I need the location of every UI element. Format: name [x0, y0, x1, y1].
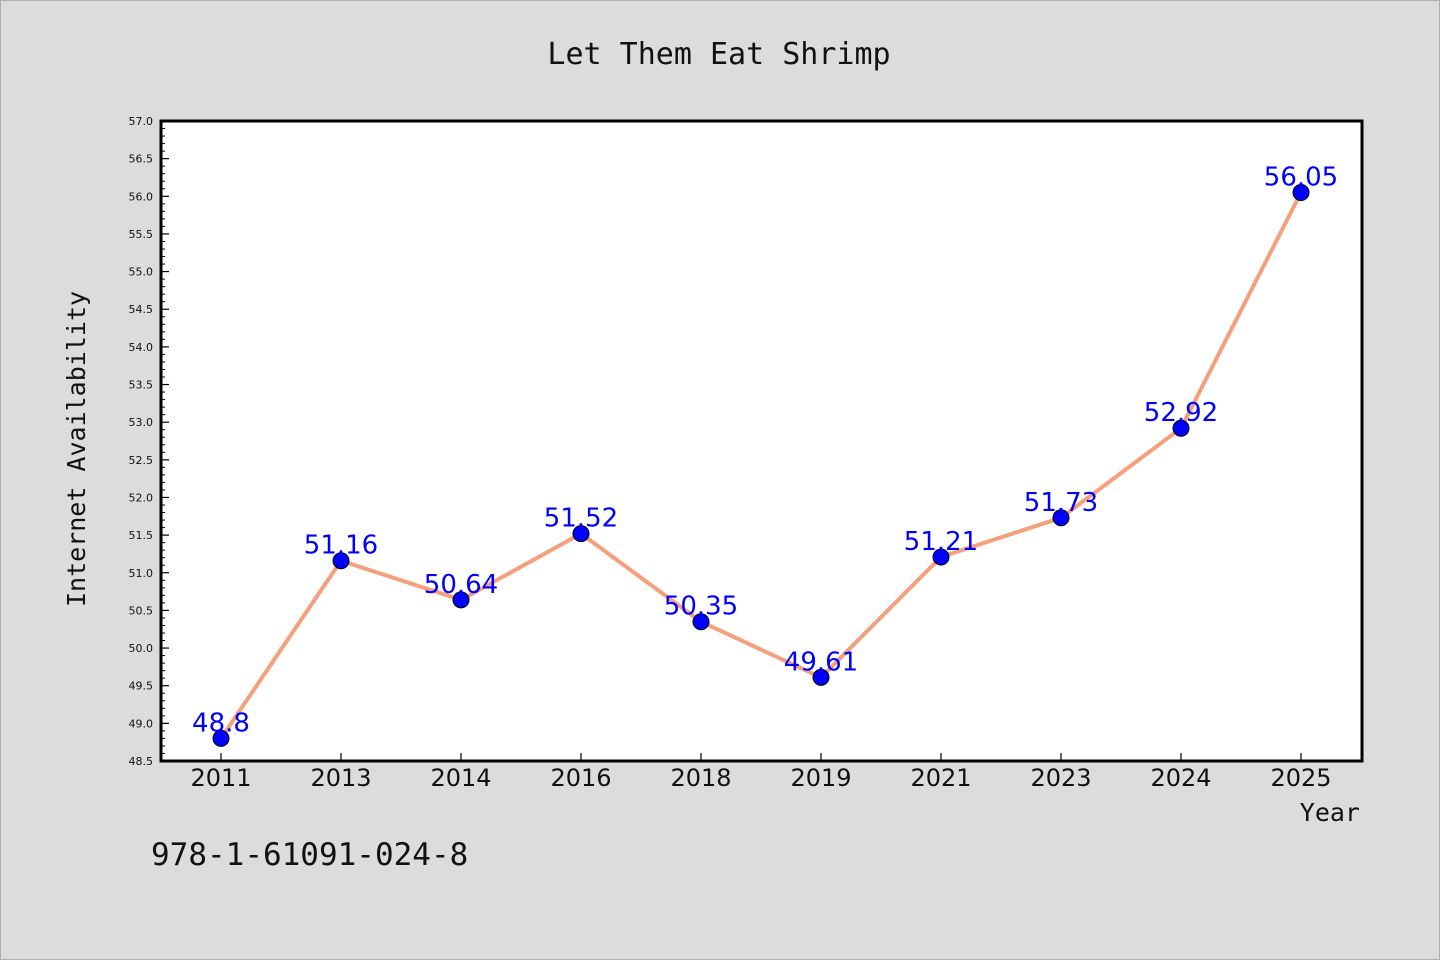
y-tick-label: 54.0: [129, 341, 154, 354]
data-point: [692, 613, 710, 631]
y-tick-label: 57.0: [129, 115, 154, 128]
data-point: [812, 668, 830, 686]
data-point: [1172, 419, 1190, 437]
data-label: 48.8: [192, 708, 250, 738]
y-axis-ticks: 48.5 49.0 49.5 50.0 50.5 51.0 51.5 52.0 52.5 53.0…: [129, 115, 169, 768]
data-point: [452, 591, 470, 609]
series-line: [219, 191, 1303, 740]
x-tick-label: 2014: [430, 764, 491, 792]
y-tick-label: 48.5: [129, 755, 154, 768]
data-label: 51.16: [304, 531, 378, 561]
data-point: [932, 548, 950, 566]
data-point: [212, 729, 230, 747]
plot-frame: [159, 119, 1364, 763]
x-tick-label: 2021: [910, 764, 971, 792]
y-tick-label: 54.5: [129, 303, 154, 316]
y-tick-label: 56.0: [129, 190, 154, 203]
x-tick-label: 2019: [790, 764, 851, 792]
data-label: 49.61: [784, 647, 858, 677]
data-point: [572, 525, 590, 543]
x-tick-label: 2025: [1270, 764, 1331, 792]
data-label: 56.05: [1264, 163, 1338, 193]
data-point: [332, 552, 350, 570]
y-tick-label: 51.5: [129, 529, 154, 542]
x-tick-label: 2018: [670, 764, 731, 792]
y-tick-label: 49.0: [129, 717, 154, 730]
y-tick-label: 53.5: [129, 379, 154, 392]
y-tick-label: 52.5: [129, 454, 154, 467]
x-tick-label: 2023: [1030, 764, 1091, 792]
data-label: 51.21: [904, 527, 978, 557]
x-axis-ticks: 2011 2013 2014 2016 2018 2019 2021 2023 2024 2025: [190, 753, 1332, 792]
data-point: [1292, 184, 1310, 202]
data-labels: 48.8 51.16 50.64 51.52 50.35 49.61 51.21 51.73 5…: [192, 163, 1338, 739]
y-tick-label: 50.5: [129, 604, 154, 617]
x-tick-label: 2024: [1150, 764, 1211, 792]
y-tick-label: 49.5: [129, 680, 154, 693]
y-tick-label: 53.0: [129, 416, 154, 429]
data-label: 51.73: [1024, 488, 1098, 518]
data-label: 52.92: [1144, 398, 1218, 428]
data-label: 50.35: [664, 592, 738, 622]
x-tick-label: 2011: [190, 764, 251, 792]
x-tick-label: 2016: [550, 764, 611, 792]
y-axis-label: Internet Availability: [62, 291, 91, 607]
y-tick-label: 50.0: [129, 642, 154, 655]
x-axis-label: Year: [1300, 798, 1360, 827]
y-tick-label: 56.5: [129, 153, 154, 166]
y-tick-label: 51.0: [129, 567, 154, 580]
data-label: 51.52: [544, 504, 618, 534]
plot-area: [161, 121, 1362, 761]
isbn-footer: 978-1-61091-024-8: [151, 837, 468, 873]
y-tick-label: 52.0: [129, 491, 154, 504]
data-label: 50.64: [424, 570, 498, 600]
chart-title: Let Them Eat Shrimp: [547, 37, 890, 72]
data-point: [1052, 509, 1070, 527]
series-line-group: [212, 184, 1310, 747]
y-tick-label: 55.0: [129, 266, 154, 279]
y-tick-label: 55.5: [129, 228, 154, 241]
x-tick-label: 2013: [310, 764, 371, 792]
